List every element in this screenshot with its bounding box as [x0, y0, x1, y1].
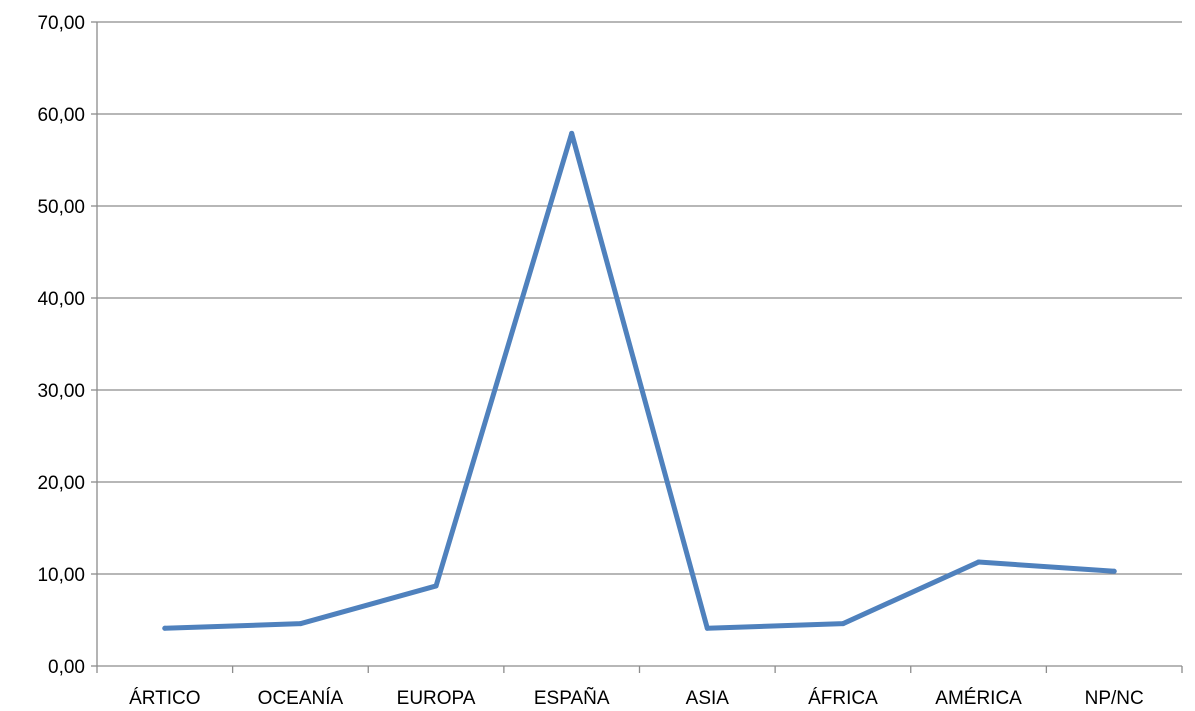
y-tick-label: 70,00: [37, 13, 85, 34]
x-category-label: AMÉRICA: [935, 688, 1022, 709]
data-point: [704, 625, 710, 631]
axes: [91, 21, 1182, 667]
data-point: [976, 559, 982, 565]
x-category-label: EUROPA: [397, 688, 476, 709]
gridlines: [97, 21, 1182, 575]
data-point: [162, 625, 168, 631]
x-category-label: OCEANÍA: [258, 688, 344, 709]
y-tick-label: 0,00: [48, 657, 85, 678]
x-category-label: ÁFRICA: [808, 688, 878, 709]
data-point: [297, 621, 303, 627]
y-tick-label: 50,00: [37, 197, 85, 218]
data-point: [840, 621, 846, 627]
x-category-label: ESPAÑA: [534, 687, 610, 709]
y-tick-label: 20,00: [37, 473, 85, 494]
x-axis-category-labels: ÁRTICO OCEANÍA EUROPA ESPAÑA ASIA ÁFRICA AMÉRI…: [129, 687, 1144, 709]
x-category-label: ASIA: [686, 688, 730, 709]
series-line: [162, 130, 1117, 631]
data-point: [1111, 568, 1117, 574]
y-axis-tick-labels: 0,00 10,00 20,00 30,00 40,00 50,00 60,00 70,00: [37, 13, 85, 678]
series-group: [162, 130, 1117, 631]
x-category-label: ÁRTICO: [129, 688, 200, 709]
y-tick-label: 40,00: [37, 289, 85, 310]
y-tick-label: 10,00: [37, 565, 85, 586]
x-axis-tick-marks: [96, 666, 1183, 673]
y-tick-label: 30,00: [37, 381, 85, 402]
y-tick-label: 60,00: [37, 105, 85, 126]
x-category-label: NP/NC: [1085, 688, 1144, 709]
data-point: [569, 130, 575, 136]
data-point: [433, 583, 439, 589]
